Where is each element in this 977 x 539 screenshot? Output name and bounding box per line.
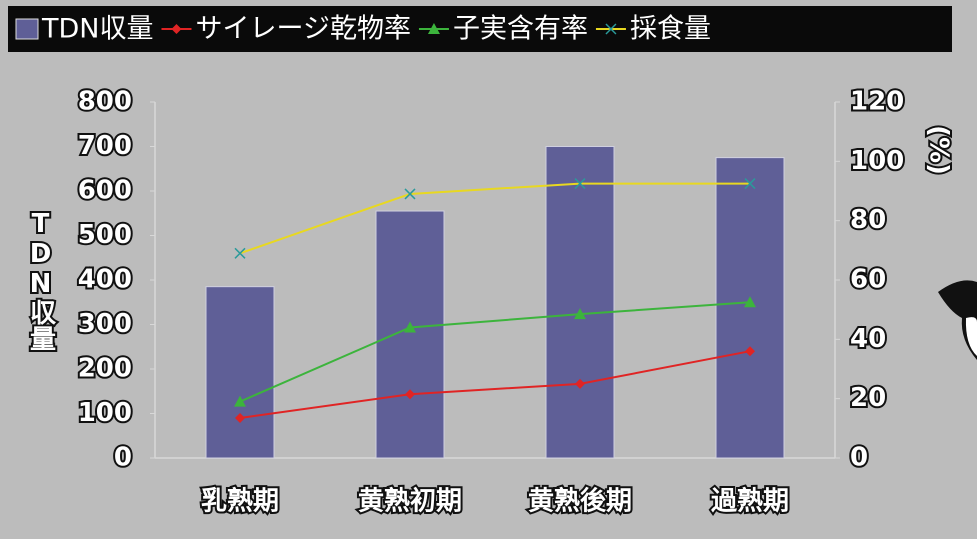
y2-tick-label: 100 <box>850 146 904 176</box>
y-tick-label: 800 <box>78 87 132 117</box>
point <box>234 395 246 407</box>
point <box>404 321 416 333</box>
x-tick-label: 過熟期 <box>711 486 789 517</box>
point <box>235 412 245 423</box>
y-axis-label: TDN収量 <box>26 209 56 351</box>
x-tick-label: 乳熟期 <box>201 486 279 517</box>
y-tick-label: 0 <box>114 443 132 473</box>
y-tick-label: 200 <box>78 354 132 384</box>
x-tick-label: 黄熟後期 <box>528 486 632 517</box>
point <box>234 247 246 259</box>
bar <box>205 286 275 459</box>
y-tick-label: 700 <box>78 131 132 161</box>
bar <box>715 157 785 459</box>
y-tick-label: 100 <box>78 398 132 428</box>
point <box>744 296 756 308</box>
point <box>745 346 755 357</box>
bar <box>545 146 615 459</box>
point <box>427 23 440 34</box>
legend-label: 採食量 <box>630 14 711 45</box>
mascot <box>938 280 977 360</box>
bar <box>375 210 445 459</box>
point <box>574 308 586 320</box>
y-tick-label: 500 <box>78 220 132 250</box>
x-tick-label: 黄熟初期 <box>358 486 462 517</box>
y2-tick-label: 80 <box>850 205 886 235</box>
point <box>574 178 586 190</box>
legend-swatch <box>15 18 39 40</box>
point <box>404 188 416 200</box>
y2-tick-label: 60 <box>850 265 886 295</box>
legend: TDN収量 サイレージ乾物率 子実含有率 採食量 <box>15 14 711 45</box>
point <box>405 389 415 400</box>
plot <box>150 101 840 459</box>
line <box>239 182 750 255</box>
legend-label: サイレージ乾物率 <box>195 14 410 45</box>
mascot-face <box>965 317 977 356</box>
y2-axis-label: (%) <box>924 125 954 175</box>
line <box>239 301 751 403</box>
y-tick-label: 600 <box>78 176 132 206</box>
y2-tick-label: 20 <box>850 383 886 413</box>
y2-tick-label: 40 <box>850 324 886 354</box>
line <box>239 350 751 419</box>
point <box>575 378 585 389</box>
legend-label: TDN収量 <box>41 14 153 45</box>
y2-tick-label: 120 <box>850 87 904 117</box>
point <box>171 24 182 34</box>
point <box>605 23 617 35</box>
y-tick-label: 300 <box>78 309 132 339</box>
point <box>744 178 756 190</box>
y2-tick-label: 0 <box>850 443 868 473</box>
y-tick-label: 400 <box>78 265 132 295</box>
legend-label: 子実含有率 <box>453 14 588 45</box>
